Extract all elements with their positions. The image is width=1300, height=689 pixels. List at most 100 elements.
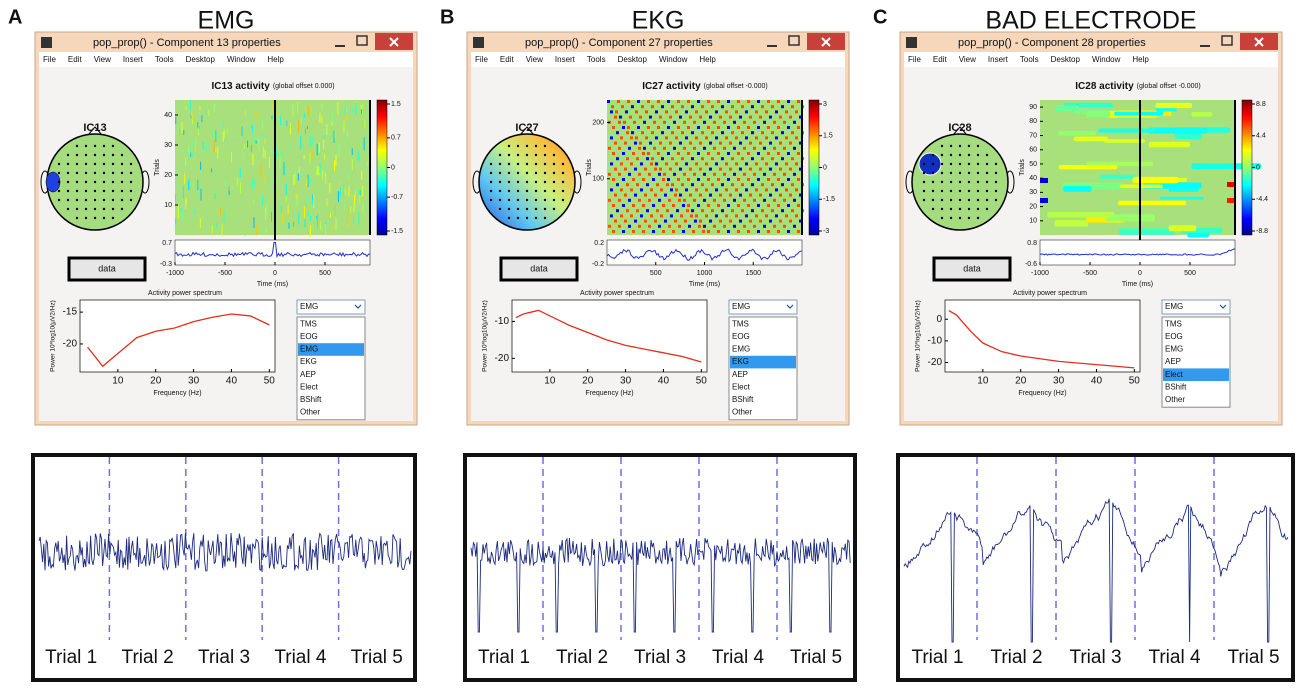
erp-texture: [665, 162, 668, 166]
erp-band: [1040, 198, 1048, 203]
electrode: [994, 198, 998, 202]
erp-texture: [271, 115, 273, 120]
erp-texture: [739, 141, 742, 145]
erp-texture: [721, 183, 724, 187]
erp-texture: [791, 105, 794, 109]
erp-texture: [745, 188, 748, 192]
erp-texture: [715, 136, 718, 140]
activity-title: IC28 activity (global offset -0.000): [1075, 81, 1200, 92]
erp-texture: [675, 110, 678, 114]
trial-label: Trial 5: [1227, 647, 1279, 668]
erp-texture: [226, 128, 228, 134]
erp-texture: [1118, 200, 1187, 206]
erp-texture: [616, 209, 619, 213]
erp-texture: [657, 100, 660, 103]
erp-texture: [775, 136, 778, 140]
erp-texture: [351, 159, 353, 171]
spectrum-xtick-label: 30: [620, 376, 632, 387]
colorbar-tick-label: -1.5: [823, 196, 835, 203]
erp-texture: [337, 191, 339, 203]
electrode: [976, 153, 980, 157]
erp-texture: [799, 141, 802, 145]
spectrum-line: [515, 309, 702, 363]
erp-texture: [362, 203, 364, 213]
erp-texture: [795, 136, 798, 140]
electrode: [93, 216, 97, 220]
erp-texture: [689, 167, 692, 171]
dropdown-option: BShift: [732, 395, 754, 404]
electrode: [561, 198, 565, 202]
electrode: [66, 153, 70, 157]
erp-texture: [783, 146, 786, 150]
erp-texture: [731, 105, 734, 109]
erp-texture: [769, 219, 772, 223]
erp-texture: [625, 110, 628, 114]
erp-texture: [180, 208, 182, 213]
erp-texture: [755, 110, 758, 114]
erp-texture: [262, 146, 264, 158]
electrode: [949, 153, 953, 157]
erp-texture: [631, 105, 634, 109]
colorbar-tick-label: -1.5: [391, 228, 403, 235]
electrode: [958, 162, 962, 166]
erp-texture: [636, 183, 639, 187]
electrode: [940, 216, 944, 220]
electrode: [66, 162, 70, 166]
erp-texture: [677, 100, 680, 103]
erp-texture: [799, 219, 802, 223]
erp-texture: [787, 178, 790, 181]
erp-texture: [231, 185, 233, 190]
electrode: [958, 144, 962, 148]
erp-texture: [612, 126, 615, 129]
erp-texture: [213, 103, 215, 112]
erp-texture: [667, 126, 670, 129]
erp-texture: [669, 167, 672, 171]
electrode: [543, 189, 547, 193]
menu-item: Edit: [68, 55, 83, 64]
dropdown-option: BShift: [300, 395, 322, 404]
erp-texture: [791, 183, 794, 187]
dropdown-option: EKG: [300, 357, 317, 366]
erp-texture: [620, 162, 623, 166]
erp-texture: [635, 136, 638, 140]
erp-texture: [761, 105, 764, 109]
erp-texture: [697, 152, 700, 155]
erp-texture: [361, 103, 363, 114]
erp-texture: [797, 230, 800, 233]
erp-texture: [683, 198, 686, 202]
erp-texture: [725, 188, 728, 192]
erp-texture: [642, 178, 645, 181]
close-icon: [821, 37, 831, 47]
electrode: [516, 162, 520, 166]
electrode: [75, 189, 79, 193]
erp-texture: [751, 157, 754, 161]
erp-texture: [632, 152, 635, 155]
erp-texture: [701, 157, 704, 161]
electrode: [93, 207, 97, 211]
erp-texture: [646, 157, 649, 161]
erp-texture: [610, 136, 613, 140]
erp-texture: [709, 219, 712, 223]
erp-texture: [699, 219, 702, 223]
erp-texture: [307, 105, 309, 116]
erp-texture: [757, 152, 760, 155]
maximize-button: [356, 35, 368, 46]
electrode: [967, 207, 971, 211]
erp-texture: [647, 152, 650, 155]
erp-texture: [639, 115, 642, 119]
erp-texture: [652, 178, 655, 181]
dropdown-option: Other: [732, 408, 752, 417]
electrode: [967, 216, 971, 220]
trace-tick-label: 0.7: [162, 240, 172, 247]
erp-texture: [719, 141, 722, 145]
erp-texture: [691, 131, 694, 135]
spectrum-ytick-label: 0: [936, 314, 942, 325]
erp-ytick-label: 80: [1029, 118, 1037, 125]
erp-texture: [236, 137, 238, 142]
electrode: [552, 207, 556, 211]
erp-texture: [222, 121, 224, 129]
erp-texture: [214, 193, 216, 200]
erp-texture: [657, 126, 660, 129]
erp-ytick-label: 60: [1029, 147, 1037, 154]
erp-texture: [358, 212, 360, 225]
